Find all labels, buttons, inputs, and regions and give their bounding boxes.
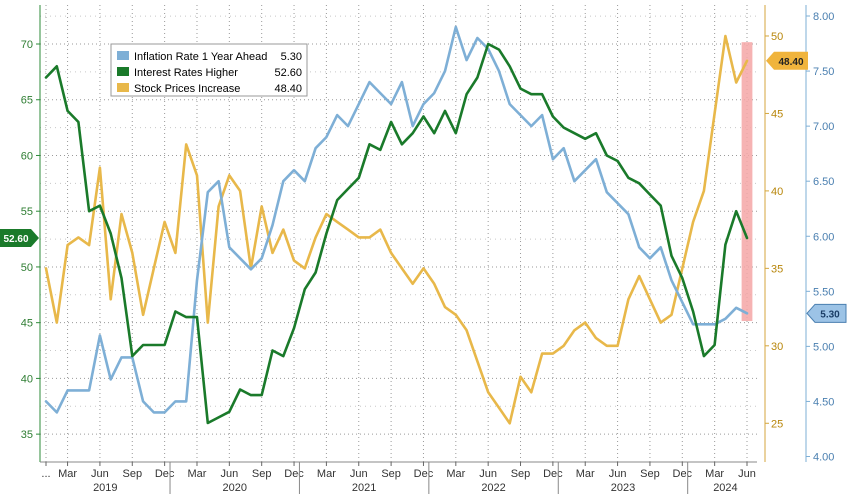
x-tick-label: Mar: [58, 468, 77, 480]
y-left-tick-label: 60: [21, 150, 33, 162]
x-tick-label: Sep: [252, 468, 272, 480]
x-tick-label: Mar: [446, 468, 465, 480]
x-tick-label: Dec: [284, 468, 304, 480]
x-tick-label: Sep: [640, 468, 660, 480]
y-right-stock-tick-label: 30: [771, 341, 783, 353]
legend-swatch-stock: [117, 83, 129, 92]
highlight-region: [741, 42, 753, 322]
y-left-tick-label: 55: [21, 206, 33, 218]
y-left-tick-label: 70: [21, 39, 33, 51]
x-year-label: 2023: [611, 482, 635, 494]
y-right-inflation-tick-label: 5.00: [813, 341, 834, 353]
series-line-stock: [44, 34, 749, 425]
x-tick-label: Jun: [220, 468, 238, 480]
end-tag-interest: [0, 228, 39, 247]
x-tick-label: Jun: [91, 468, 109, 480]
y-right-stock-tick-label: 25: [771, 418, 783, 430]
legend-value-interest: 52.60: [274, 67, 302, 79]
y-axis-left: 35 40 45 50 55 60 65 70: [21, 39, 40, 441]
legend-box: [110, 43, 308, 97]
y-right-stock-tick-label: 50: [771, 31, 783, 43]
x-tick-label: Sep: [511, 468, 531, 480]
x-year-label: 2021: [352, 482, 376, 494]
legend-swatch-interest: [117, 67, 129, 76]
legend: Inflation Rate 1 Year Ahead Interest Rat…: [110, 43, 308, 97]
end-tag-inflation: [806, 303, 847, 323]
x-tick-label: Jun: [479, 468, 497, 480]
y-right-inflation-tick-label: 8.00: [813, 11, 834, 23]
y-axis-right-stock: 25 30 35 40 45 50: [765, 31, 783, 430]
y-axis-right-inflation: 4.00 4.50 5.00 5.50 6.00 6.50 7.00 7.50 8.00: [806, 11, 834, 463]
y-left-tick-label: 45: [21, 318, 33, 330]
x-tick-label: ...: [41, 468, 50, 480]
end-tag-inflation-label: 5.30: [820, 309, 840, 320]
y-left-tick-label: 50: [21, 262, 33, 274]
series-lines: [44, 25, 749, 425]
x-tick-label: Jun: [609, 468, 627, 480]
end-value-tags: 52.60 48.40 5.30: [0, 51, 847, 323]
y-right-stock-tick-label: 35: [771, 263, 783, 275]
end-tag-stock: [766, 51, 808, 70]
series-line-interest: [44, 42, 749, 425]
x-axis: ... Mar Jun Sep Dec Mar Jun Sep Dec Mar Jun Sep Dec M…: [41, 462, 756, 494]
y-right-inflation-tick-label: 6.50: [813, 176, 834, 188]
x-tick-label: Dec: [414, 468, 434, 480]
legend-value-inflation: 5.30: [281, 51, 302, 63]
y-right-stock-tick-label: 45: [771, 108, 783, 120]
legend-label-stock: Stock Prices Increase: [134, 83, 240, 95]
x-year-label: 2022: [481, 482, 505, 494]
y-right-inflation-tick-label: 4.50: [813, 396, 834, 408]
x-tick-label: Dec: [155, 468, 175, 480]
y-right-inflation-tick-label: 5.50: [813, 286, 834, 298]
x-tick-label: Mar: [705, 468, 724, 480]
x-tick-label: Dec: [543, 468, 563, 480]
legend-label-inflation: Inflation Rate 1 Year Ahead: [134, 51, 267, 63]
y-left-tick-label: 65: [21, 95, 33, 107]
x-year-label: 2024: [713, 482, 737, 494]
axes: [39, 5, 807, 463]
x-tick-label: Sep: [122, 468, 142, 480]
x-tick-label: Jun: [738, 468, 756, 480]
x-tick-label: Dec: [673, 468, 693, 480]
x-tick-label: Mar: [317, 468, 336, 480]
x-tick-label: Mar: [576, 468, 595, 480]
y-left-tick-label: 40: [21, 373, 33, 385]
x-year-label: 2020: [222, 482, 246, 494]
legend-swatch-inflation: [117, 51, 129, 60]
legend-value-stock: 48.40: [274, 83, 302, 95]
end-tag-stock-label: 48.40: [778, 57, 803, 68]
y-right-inflation-tick-label: 4.00: [813, 451, 834, 463]
y-right-inflation-tick-label: 7.00: [813, 121, 834, 133]
x-year-label: 2019: [93, 482, 117, 494]
x-tick-label: Mar: [188, 468, 207, 480]
end-tag-interest-label: 52.60: [3, 234, 28, 245]
y-right-inflation-tick-label: 6.00: [813, 231, 834, 243]
y-right-inflation-tick-label: 7.50: [813, 66, 834, 78]
y-left-tick-label: 35: [21, 429, 33, 441]
x-tick-label: Jun: [350, 468, 368, 480]
x-tick-label: Sep: [381, 468, 401, 480]
series-line-inflation: [44, 25, 749, 414]
legend-label-interest: Interest Rates Higher: [134, 67, 238, 79]
y-right-stock-tick-label: 40: [771, 186, 783, 198]
